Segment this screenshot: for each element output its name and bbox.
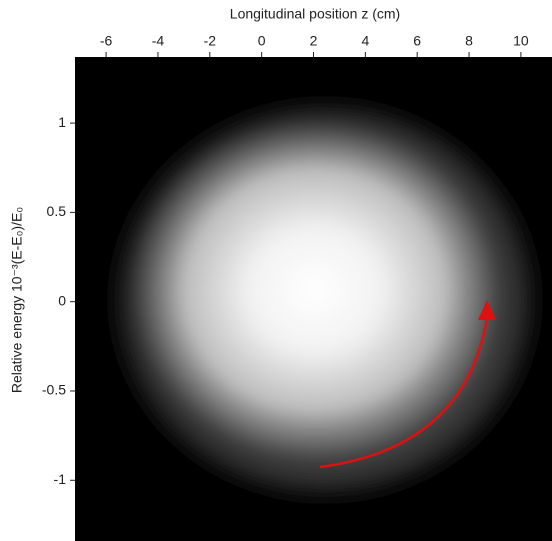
arrow [319, 300, 496, 469]
y-tick-label: 1 [58, 114, 66, 130]
beam-image [95, 85, 552, 515]
y-tick-label: -0.5 [42, 382, 66, 398]
y-tick-label: 0 [58, 292, 66, 308]
x-tick-label: 0 [258, 33, 266, 49]
y-tick-label: -1 [54, 471, 67, 487]
x-tick-label: -2 [204, 33, 217, 49]
x-tick-label: 8 [465, 33, 473, 49]
x-tick-label: 6 [413, 33, 421, 49]
beam-core [130, 120, 500, 460]
arrow-head [478, 300, 496, 320]
y-axis-label: Relative energy 10⁻³(E-E₀)/E₀ [9, 207, 25, 393]
x-tick-label: -4 [152, 33, 165, 49]
x-tick-label: -6 [100, 33, 113, 49]
x-tick-label: 10 [513, 33, 529, 49]
x-axis-label: Longitudinal position z (cm) [230, 6, 400, 22]
x-tick-label: 2 [310, 33, 318, 49]
y-tick-label: 0.5 [47, 203, 67, 219]
x-tick-label: 4 [361, 33, 369, 49]
arrow-line [319, 317, 489, 469]
